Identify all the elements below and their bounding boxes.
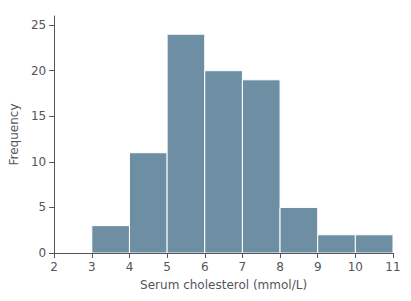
svg-text:8: 8 (276, 260, 284, 274)
svg-text:25: 25 (31, 18, 46, 32)
svg-text:6: 6 (201, 260, 209, 274)
svg-text:4: 4 (126, 260, 134, 274)
svg-text:5: 5 (163, 260, 171, 274)
svg-text:11: 11 (385, 260, 400, 274)
svg-text:20: 20 (31, 64, 46, 78)
svg-text:10: 10 (348, 260, 363, 274)
svg-text:Serum cholesterol (mmol/L): Serum cholesterol (mmol/L) (140, 278, 307, 292)
svg-text:5: 5 (39, 200, 47, 214)
svg-text:9: 9 (314, 260, 322, 274)
svg-text:2: 2 (50, 260, 58, 274)
svg-text:10: 10 (31, 155, 46, 169)
svg-text:15: 15 (31, 109, 46, 123)
svg-text:0: 0 (39, 246, 47, 260)
svg-text:7: 7 (239, 260, 247, 274)
svg-text:3: 3 (88, 260, 96, 274)
svg-text:Frequency: Frequency (7, 104, 21, 166)
